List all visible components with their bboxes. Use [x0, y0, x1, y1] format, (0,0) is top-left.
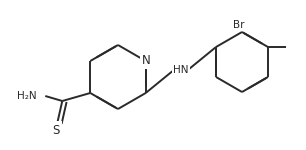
Text: N: N	[142, 54, 151, 66]
Text: H₂N: H₂N	[17, 91, 36, 101]
Text: HN: HN	[173, 65, 188, 75]
Text: S: S	[53, 123, 60, 136]
Text: Br: Br	[233, 20, 245, 30]
